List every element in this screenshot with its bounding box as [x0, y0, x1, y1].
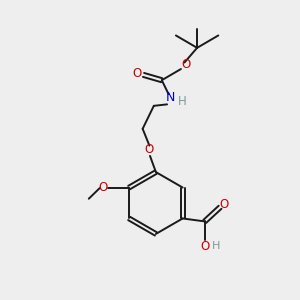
- Text: N: N: [165, 92, 175, 104]
- Text: O: O: [144, 143, 153, 157]
- Text: H: H: [178, 95, 187, 108]
- Text: O: O: [98, 181, 107, 194]
- Text: O: O: [220, 198, 229, 211]
- Text: O: O: [182, 58, 191, 71]
- Text: O: O: [201, 240, 210, 253]
- Text: H: H: [212, 241, 220, 251]
- Text: O: O: [132, 67, 142, 80]
